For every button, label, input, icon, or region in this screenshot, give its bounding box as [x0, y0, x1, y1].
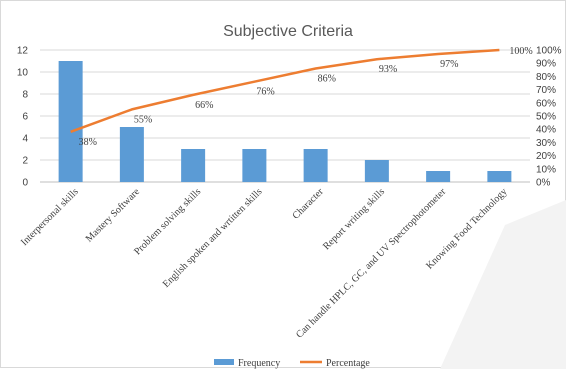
frequency-bar [58, 61, 83, 182]
percentage-data-label: 38% [79, 137, 97, 148]
left-tick-label: 0 [22, 178, 28, 189]
legend: Frequency Percentage [214, 358, 370, 369]
percentage-data-label: 97% [440, 59, 458, 70]
right-tick-label: 0% [536, 178, 551, 189]
right-tick-label: 20% [536, 151, 556, 162]
category-label: English spoken and wrtitten skills [161, 186, 265, 290]
right-tick-label: 50% [536, 112, 556, 123]
category-label: Interpersonal skills [19, 186, 81, 248]
frequency-bar [303, 149, 328, 182]
percentage-data-label: 86% [318, 73, 336, 84]
category-label: Report writing skills [321, 186, 387, 252]
frequency-bar [426, 171, 451, 182]
percentage-data-label: 66% [195, 100, 213, 111]
right-tick-label: 80% [536, 72, 556, 83]
percentage-data-label: 55% [134, 114, 152, 125]
percentage-data-label: 100% [509, 46, 532, 57]
left-tick-label: 10 [17, 68, 29, 79]
left-axis-ticks: 0 2 4 6 8 10 12 [17, 46, 29, 189]
chart-title: Subjective Criteria [223, 23, 353, 40]
percentage-series-line [70, 48, 500, 134]
watermark-shape [440, 200, 566, 369]
frequency-bar [181, 149, 206, 182]
category-label: Mastery Software [84, 186, 143, 245]
category-label: Problem solving skills [132, 186, 203, 257]
left-tick-label: 4 [22, 134, 28, 145]
left-tick-label: 8 [22, 90, 28, 101]
right-tick-label: 10% [536, 164, 556, 175]
right-tick-label: 30% [536, 138, 556, 149]
percentage-line [70, 48, 500, 134]
right-tick-label: 90% [536, 59, 556, 70]
category-label: Character [290, 186, 326, 222]
category-labels: Interpersonal skills Mastery SoftwareProb… [19, 186, 510, 341]
right-tick-label: 70% [536, 85, 556, 96]
frequency-bar [242, 149, 267, 182]
right-axis-ticks: 0% 10% 20% 30% 40% 50% 60% 70% 80% 90% 100% [536, 46, 562, 189]
legend-label-percentage: Percentage [326, 358, 370, 369]
percentage-data-labels: 38% 55% 66% 76% 86% 93% 97% 100% [79, 46, 533, 148]
frequency-bar [119, 127, 144, 182]
frequency-bar [487, 171, 512, 182]
legend-swatch-frequency [214, 359, 234, 365]
percentage-data-label: 93% [379, 64, 397, 75]
left-tick-label: 2 [22, 156, 28, 167]
left-tick-label: 6 [22, 112, 28, 123]
right-tick-label: 100% [536, 46, 562, 57]
legend-label-frequency: Frequency [238, 358, 280, 369]
percentage-data-label: 76% [256, 87, 274, 98]
frequency-bars [58, 61, 512, 182]
left-tick-label: 12 [17, 46, 29, 57]
right-tick-label: 40% [536, 125, 556, 136]
right-tick-label: 60% [536, 98, 556, 109]
frequency-bar [364, 160, 389, 182]
